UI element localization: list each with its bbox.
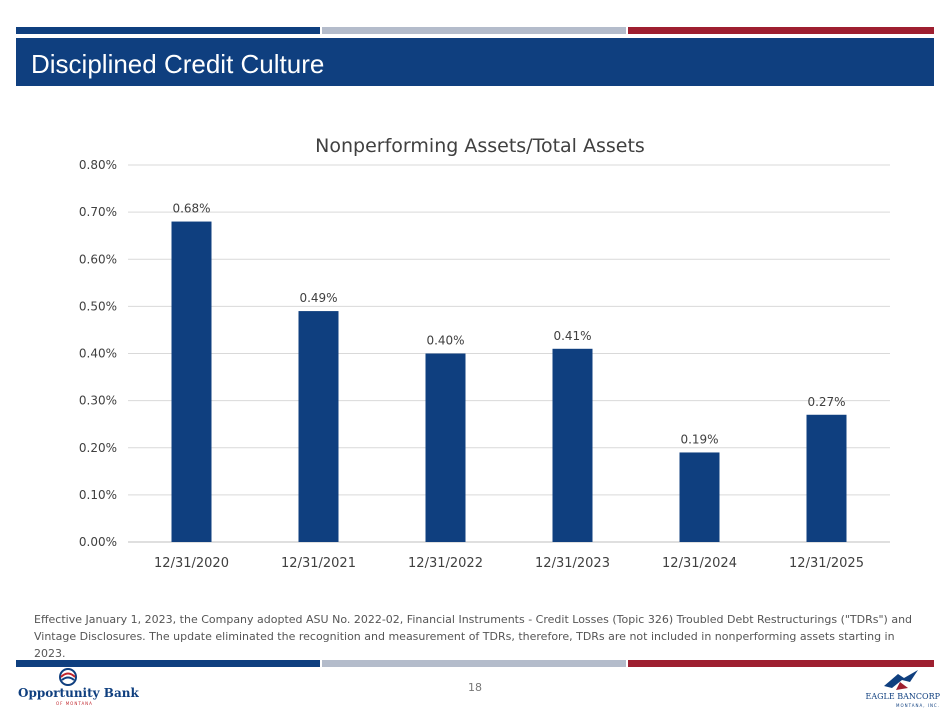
grid-lines [128,164,890,543]
bottom-stripe-red [628,660,934,667]
x-tick-label: 12/31/2020 [154,556,229,571]
chart-title: Nonperforming Assets/Total Assets [315,135,645,157]
bar-chart: Nonperforming Assets/Total Assets 0.00%0… [79,135,890,571]
y-tick-label: 0.00% [79,535,117,549]
x-tick-label: 12/31/2021 [281,556,356,571]
y-axis-ticks: 0.00% 0.10% 0.20% 0.30% 0.40% 0.50% 0.60% 0.70%… [79,158,117,549]
data-label: 0.41% [553,329,591,343]
x-tick-label: 12/31/2025 [789,556,864,571]
y-tick-label: 0.40% [79,347,117,361]
y-tick-label: 0.80% [79,158,117,172]
bar-12/31/2022 [425,353,466,542]
bottom-stripe-blue [16,660,320,667]
bank-subname: OF MONTANA [56,701,93,706]
title-bar: Disciplined Credit Culture [16,38,934,86]
bar-12/31/2020 [171,221,212,543]
eagle-icon [884,670,918,690]
y-tick-label: 0.60% [79,252,117,266]
page-number: 18 [468,681,482,694]
eagle-bancorp-logo: EAGLE BANCORP MONTANA, INC. [860,668,940,710]
bar-12/31/2024 [679,452,720,542]
bancorp-subname: MONTANA, INC. [896,703,940,708]
x-axis-ticks: 12/31/2020 12/31/2021 12/31/2022 12/31/2023… [154,556,864,571]
bar-12/31/2023 [552,348,593,542]
x-tick-label: 12/31/2024 [662,556,737,571]
y-tick-label: 0.20% [79,441,117,455]
x-tick-label: 12/31/2023 [535,556,610,571]
top-stripe-red [628,27,934,34]
data-label: 0.19% [680,432,718,446]
y-tick-label: 0.70% [79,205,117,219]
bar-12/31/2025 [806,414,847,542]
data-labels: 0.68% 0.49% 0.40% 0.41% 0.19% 0.27% [172,202,845,447]
page-title: Disciplined Credit Culture [31,49,325,79]
bank-emblem-icon [59,668,77,686]
top-stripe-blue [16,27,320,34]
top-stripe-gray [322,27,626,34]
bars [171,221,847,543]
bottom-stripe-gray [322,660,626,667]
data-label: 0.40% [426,334,464,348]
opportunity-bank-logo: Opportunity Bank OF MONTANA [18,668,139,708]
y-tick-label: 0.50% [79,299,117,313]
data-label: 0.49% [299,291,337,305]
bank-name: Opportunity Bank [18,686,139,700]
data-label: 0.68% [172,202,210,216]
data-label: 0.27% [807,395,845,409]
footnote: Effective January 1, 2023, the Company a… [34,613,913,660]
y-tick-label: 0.10% [79,488,117,502]
x-tick-label: 12/31/2022 [408,556,483,571]
bar-12/31/2021 [298,311,339,542]
bancorp-name: EAGLE BANCORP [865,692,940,701]
y-tick-label: 0.30% [79,394,117,408]
